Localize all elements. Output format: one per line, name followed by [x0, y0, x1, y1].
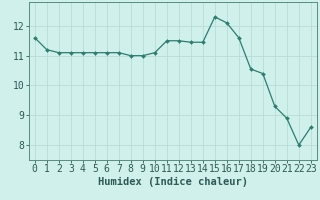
- X-axis label: Humidex (Indice chaleur): Humidex (Indice chaleur): [98, 177, 248, 187]
